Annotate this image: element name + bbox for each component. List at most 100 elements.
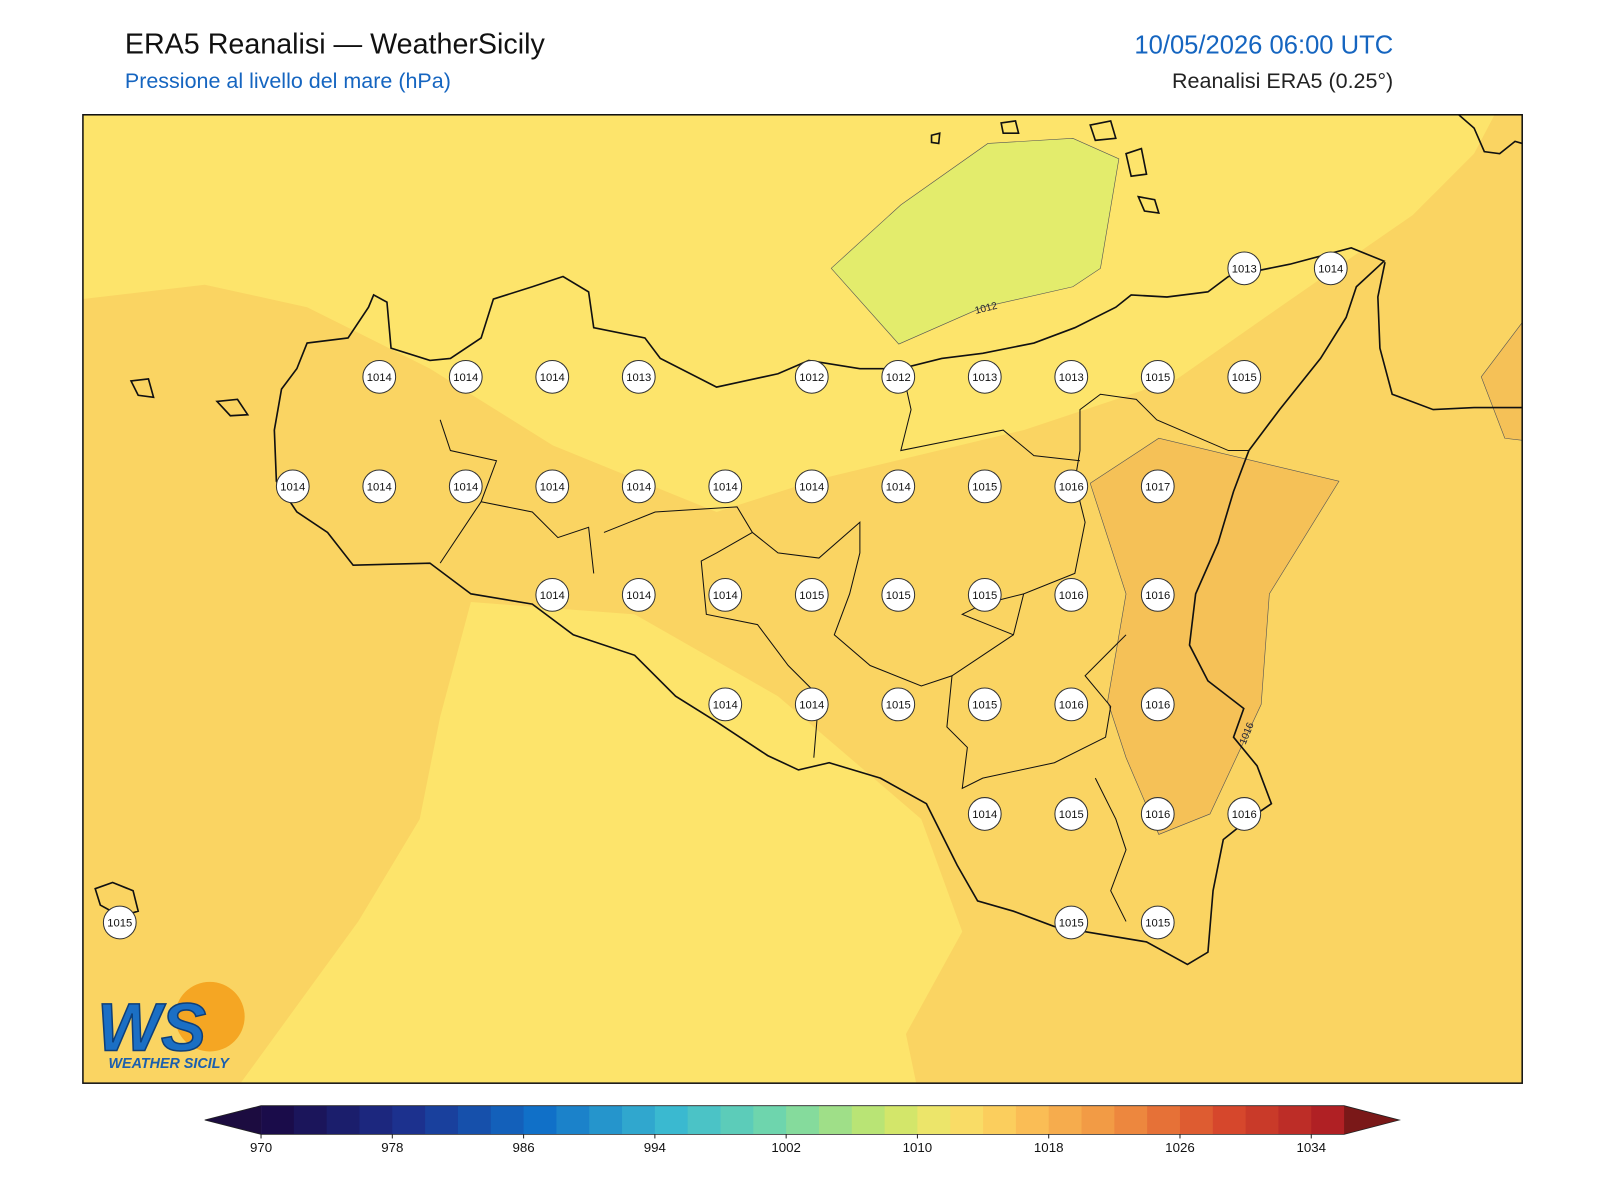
colorbar-tick-label: 1026 — [1165, 1140, 1195, 1155]
station-marker — [967, 797, 1002, 831]
station-value: 1015 — [799, 590, 824, 602]
colorbar-bin — [359, 1105, 393, 1135]
station-value: 1014 — [540, 481, 565, 493]
station-value: 1015 — [1145, 918, 1170, 930]
subtitle: Pressione al livello del mare (hPa) — [125, 69, 451, 93]
colorbar-bin — [1278, 1105, 1312, 1135]
colorbar-outline — [204, 1105, 1401, 1135]
map-frame — [82, 114, 1523, 1084]
station-marker — [967, 577, 1002, 612]
station-value: 1014 — [626, 590, 651, 602]
station-value: 1016 — [1145, 700, 1170, 712]
station-value: 1015 — [886, 590, 911, 602]
logo-letters: WS — [97, 990, 206, 1065]
colorbar-bin — [1245, 1105, 1279, 1135]
station-marker — [621, 577, 656, 612]
field-1010 — [830, 138, 1120, 345]
station-marker — [1140, 577, 1175, 612]
station-value: 1016 — [1059, 700, 1084, 712]
source: Reanalisi ERA5 (0.25°) — [1172, 69, 1393, 93]
colorbar-bin — [425, 1105, 459, 1135]
station-marker — [1054, 687, 1089, 722]
station-marker — [621, 469, 656, 504]
station-value: 1014 — [540, 590, 565, 602]
map: 1013 1014 1014 1014 1014 1013 1012 1012 1013 1013… — [82, 114, 1523, 1084]
station-marker — [967, 359, 1002, 394]
station-value: 1016 — [1232, 809, 1257, 821]
field-1016 — [1089, 437, 1340, 835]
colorbar-bin — [622, 1105, 656, 1135]
colorbar-bin — [687, 1105, 722, 1135]
station-marker — [1140, 797, 1175, 831]
colorbar-tick-label: 1002 — [771, 1140, 801, 1155]
station-marker — [535, 359, 570, 394]
colorbar-bin — [786, 1105, 820, 1135]
islands — [94, 119, 1160, 918]
station-value: 1015 — [1059, 918, 1084, 930]
station-value: 1017 — [1145, 481, 1170, 493]
station-value: 1015 — [107, 918, 132, 930]
colorbar-bin — [490, 1105, 525, 1135]
station-value: 1014 — [453, 372, 478, 384]
colorbar-bin — [818, 1105, 853, 1135]
station-value: 1013 — [972, 372, 997, 384]
station-marker — [448, 359, 483, 394]
station-value: 1013 — [1059, 372, 1084, 384]
station-marker — [535, 577, 570, 612]
colorbar-bin — [1147, 1105, 1181, 1135]
colorbar-bin — [1179, 1105, 1214, 1135]
station-marker — [967, 469, 1002, 504]
station-value: 1015 — [972, 590, 997, 602]
station-marker — [102, 905, 137, 940]
colorbar-extend-low — [204, 1105, 262, 1135]
station-marker — [362, 469, 397, 504]
colorbar-bin — [917, 1105, 951, 1135]
colorbar-bin — [654, 1105, 689, 1135]
station-marker — [1054, 469, 1089, 504]
station-value: 1013 — [626, 372, 651, 384]
colorbar-bin — [1212, 1105, 1247, 1135]
colorbar-tick-label: 1018 — [1034, 1140, 1064, 1155]
colorbar-bin — [1311, 1105, 1345, 1135]
colorbar-tick-label: 978 — [381, 1140, 403, 1155]
station-marker — [881, 577, 916, 612]
station-value: 1015 — [886, 700, 911, 712]
colorbar-bin — [1114, 1105, 1148, 1135]
station-marker — [1054, 797, 1089, 831]
station-value: 1014 — [713, 700, 738, 712]
colorbar-bin — [457, 1105, 492, 1135]
colorbar-tick-label: 1010 — [903, 1140, 933, 1155]
field-1016-east — [1480, 322, 1523, 441]
colorbar-tick-label: 970 — [250, 1140, 272, 1155]
station-marker — [1140, 359, 1175, 394]
calabria-coast — [1377, 114, 1523, 411]
colorbar-bin — [720, 1105, 754, 1135]
logo-sun — [175, 981, 245, 1052]
colorbar-extend-high — [1344, 1105, 1400, 1135]
station-marker — [1140, 905, 1175, 940]
station-value: 1015 — [972, 700, 997, 712]
station-value: 1014 — [713, 590, 738, 602]
logo: WS WEATHER SICILY — [96, 981, 245, 1072]
station-marker — [881, 687, 916, 722]
station-value: 1015 — [1145, 372, 1170, 384]
station-marker — [794, 577, 829, 612]
station-marker — [1313, 251, 1348, 286]
station-marker — [794, 469, 829, 504]
station-marker — [708, 687, 743, 722]
station-value: 1012 — [799, 372, 824, 384]
sicily-coast — [273, 246, 1386, 966]
station-marker — [794, 359, 829, 394]
station-value: 1014 — [453, 481, 478, 493]
station-marker — [1227, 797, 1262, 831]
colorbar-bin — [261, 1105, 295, 1135]
station-marker — [1227, 251, 1262, 286]
station-value: 1016 — [1145, 809, 1170, 821]
province-borders — [439, 363, 1249, 922]
colorbar-bin — [983, 1105, 1017, 1135]
station-marker — [1054, 359, 1089, 394]
station-marker — [1227, 359, 1262, 394]
title: ERA5 Reanalisi — WeatherSicily — [125, 28, 546, 60]
station-value: 1016 — [1059, 481, 1084, 493]
